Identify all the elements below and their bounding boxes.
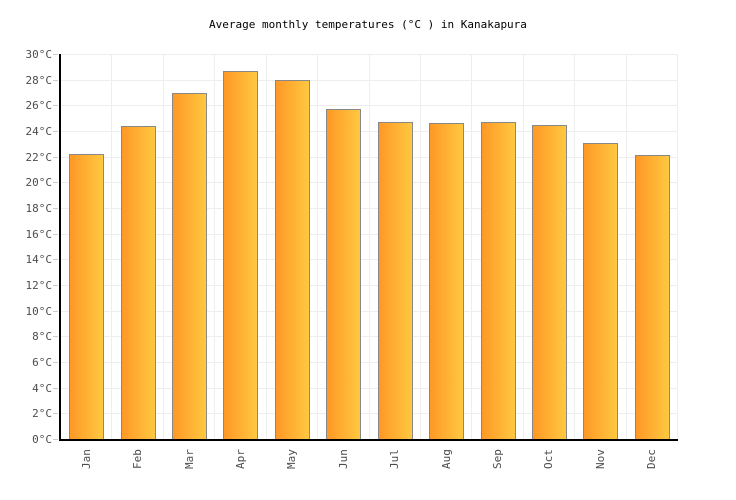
y-axis-tick-6 bbox=[53, 362, 58, 363]
x-axis-label-oct: Oct bbox=[542, 449, 556, 469]
chart-title: Average monthly temperatures (°C ) in Ka… bbox=[209, 18, 527, 31]
y-axis-tick-4 bbox=[53, 387, 58, 389]
x-axis-label-jul: Jul bbox=[388, 449, 402, 469]
y-axis-tick-18 bbox=[53, 208, 58, 209]
y-axis-label-28: 28°C bbox=[25, 73, 53, 87]
h-gridline-22 bbox=[61, 156, 678, 158]
y-axis-label-24: 24°C bbox=[25, 125, 53, 138]
y-axis-tick-12 bbox=[53, 285, 58, 286]
v-gridline-8 bbox=[471, 54, 473, 439]
x-axis-label-jun: Jun bbox=[336, 449, 350, 469]
bar-sep bbox=[480, 122, 516, 439]
y-axis-tick-28 bbox=[53, 79, 58, 81]
y-axis-label-10: 10°C bbox=[25, 304, 53, 318]
v-gridline-11 bbox=[625, 54, 627, 439]
y-axis-label-26: 26°C bbox=[25, 99, 53, 113]
bar-dec bbox=[634, 155, 670, 439]
v-gridline-5 bbox=[317, 54, 319, 439]
h-gridline-20 bbox=[61, 182, 678, 184]
y-axis-tick-22 bbox=[53, 156, 58, 158]
h-gridline-2 bbox=[61, 413, 678, 415]
y-axis-label-30: 30°C bbox=[25, 48, 53, 61]
bar-apr bbox=[223, 70, 259, 439]
bar-feb bbox=[120, 125, 156, 439]
h-gridline-6 bbox=[61, 362, 678, 363]
v-gridline-1 bbox=[111, 54, 113, 439]
y-axis-tick-10 bbox=[53, 310, 58, 312]
y-axis-label-12: 12°C bbox=[25, 279, 53, 292]
bar-jan bbox=[69, 154, 105, 439]
y-axis-label-14: 14°C bbox=[25, 253, 53, 267]
v-gridline-9 bbox=[522, 54, 524, 439]
y-axis-label-2: 2°C bbox=[32, 407, 52, 421]
y-axis-tick-14 bbox=[53, 259, 58, 261]
y-axis-label-8: 8°C bbox=[32, 330, 52, 344]
h-gridline-16 bbox=[61, 233, 678, 235]
bar-jul bbox=[377, 122, 413, 439]
bar-nov bbox=[583, 142, 619, 439]
y-axis-label-22: 22°C bbox=[25, 150, 53, 164]
bar-jun bbox=[326, 109, 362, 439]
y-axis-label-4: 4°C bbox=[32, 381, 52, 395]
v-gridline-12 bbox=[677, 54, 678, 439]
x-axis-label-jan: Jan bbox=[79, 449, 93, 469]
x-axis-label-aug: Aug bbox=[439, 449, 453, 469]
y-axis-label-0: 0°C bbox=[32, 433, 52, 446]
y-axis-tick-2 bbox=[53, 413, 58, 415]
bar-aug bbox=[429, 123, 465, 439]
h-gridline-10 bbox=[61, 310, 678, 312]
h-gridline-30 bbox=[61, 54, 678, 55]
h-gridline-4 bbox=[61, 387, 678, 389]
y-axis-tick-26 bbox=[53, 105, 58, 107]
h-gridline-18 bbox=[61, 208, 678, 209]
x-axis-label-mar: Mar bbox=[182, 449, 196, 469]
h-gridline-8 bbox=[61, 336, 678, 338]
y-axis-tick-16 bbox=[53, 233, 58, 235]
bar-may bbox=[274, 79, 310, 439]
v-gridline-6 bbox=[368, 54, 370, 439]
y-axis-tick-8 bbox=[53, 336, 58, 338]
x-axis-label-apr: Apr bbox=[233, 449, 247, 469]
y-axis-label-20: 20°C bbox=[25, 176, 53, 190]
h-gridline-28 bbox=[61, 79, 678, 81]
v-gridline-4 bbox=[265, 54, 267, 439]
x-axis-label-may: May bbox=[285, 449, 299, 469]
x-axis-label-feb: Feb bbox=[131, 449, 145, 469]
y-axis-label-18: 18°C bbox=[25, 202, 53, 215]
v-gridline-7 bbox=[419, 54, 421, 439]
bar-mar bbox=[172, 92, 208, 439]
x-axis-label-dec: Dec bbox=[645, 449, 659, 469]
h-gridline-26 bbox=[61, 105, 678, 107]
y-axis-label-6: 6°C bbox=[32, 356, 52, 369]
bar-oct bbox=[531, 124, 567, 439]
y-axis-tick-24 bbox=[53, 131, 58, 132]
y-axis-tick-0 bbox=[53, 439, 58, 440]
plot-area bbox=[59, 54, 678, 441]
h-gridline-12 bbox=[61, 285, 678, 286]
h-gridline-24 bbox=[61, 131, 678, 132]
y-axis-label-16: 16°C bbox=[25, 227, 53, 241]
x-axis-label-nov: Nov bbox=[593, 449, 607, 469]
v-gridline-2 bbox=[162, 54, 164, 439]
x-axis-label-sep: Sep bbox=[491, 449, 505, 469]
y-axis-tick-20 bbox=[53, 182, 58, 184]
y-axis-tick-30 bbox=[53, 54, 58, 55]
v-gridline-10 bbox=[574, 54, 576, 439]
v-gridline-3 bbox=[214, 54, 216, 439]
h-gridline-14 bbox=[61, 259, 678, 261]
